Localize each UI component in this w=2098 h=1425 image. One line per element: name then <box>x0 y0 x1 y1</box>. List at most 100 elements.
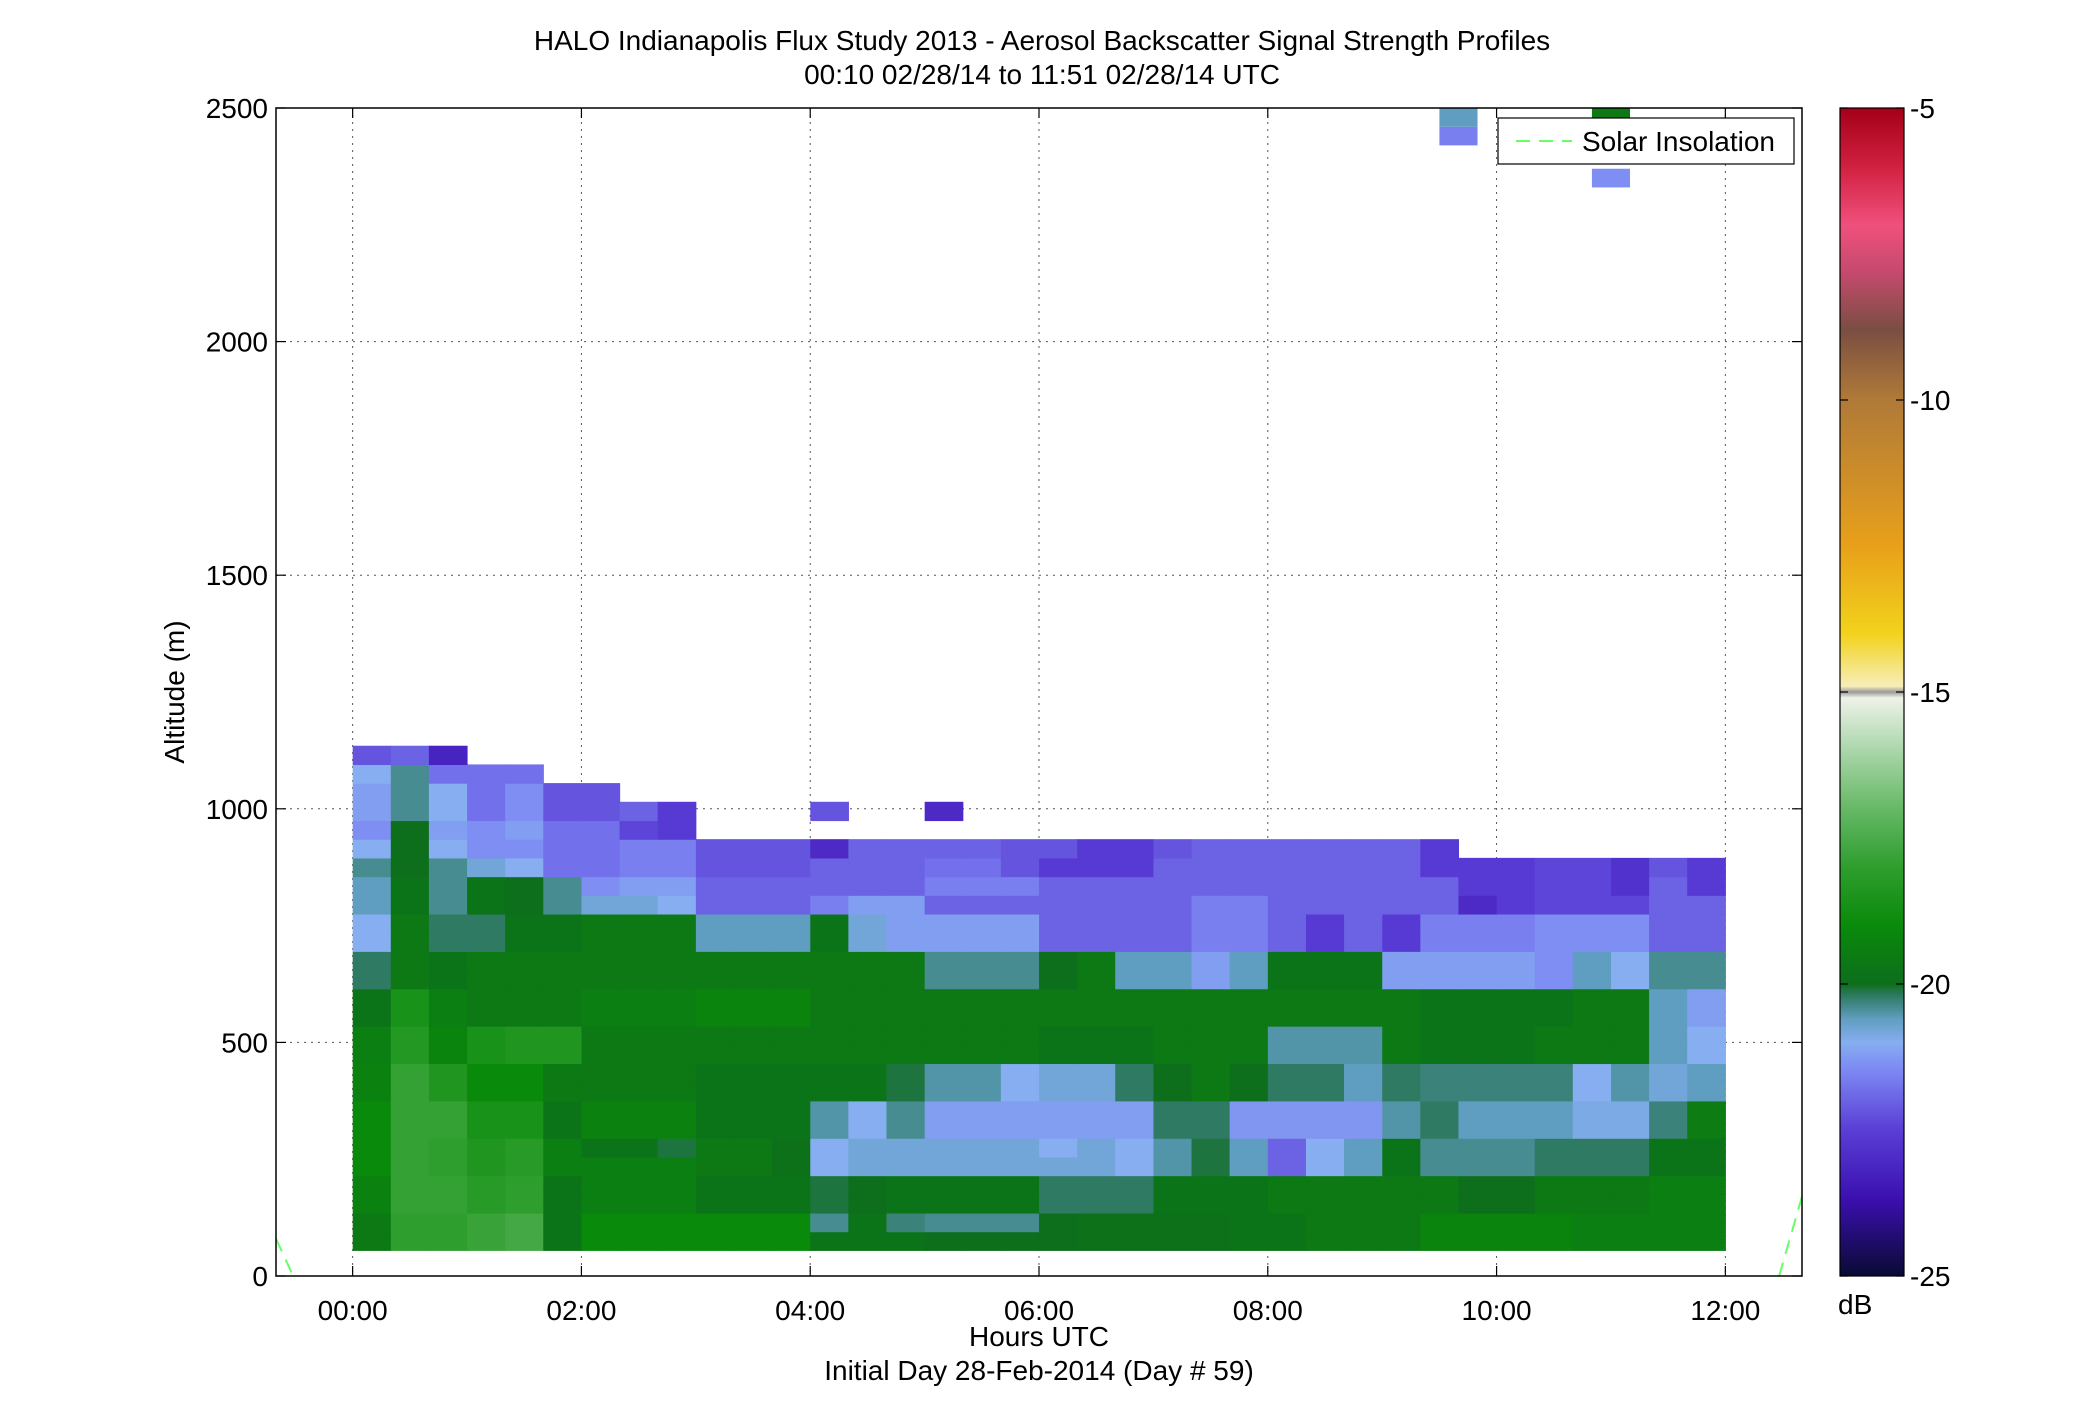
heatmap-cell <box>581 1100 621 1121</box>
heatmap-cell <box>733 1007 773 1027</box>
heatmap-cell <box>581 1119 621 1139</box>
heatmap-cell <box>619 1119 659 1139</box>
heatmap-cell <box>886 895 926 915</box>
heatmap-cell <box>467 1026 506 1046</box>
heatmap-cell <box>810 1212 849 1233</box>
heatmap-cell <box>1115 1212 1154 1233</box>
heatmap-cell <box>695 1100 735 1121</box>
heatmap-cell <box>352 820 392 840</box>
heatmap-cell <box>1572 1100 1612 1121</box>
heatmap-cell <box>352 1194 392 1214</box>
heatmap-cell <box>1649 1156 1688 1177</box>
heatmap-cell <box>1305 1026 1345 1046</box>
heatmap-cells <box>352 108 1726 1251</box>
y-tick-label: 0 <box>252 1261 268 1292</box>
heatmap-cell <box>1687 1044 1726 1065</box>
heatmap-cell <box>772 857 811 878</box>
heatmap-cell <box>810 1231 849 1251</box>
heatmap-cell <box>1153 969 1193 990</box>
heatmap-cell <box>1572 932 1612 952</box>
heatmap-cell <box>1687 857 1726 878</box>
heatmap-cell <box>848 1007 888 1027</box>
heatmap-cell <box>772 1063 811 1083</box>
heatmap-cell <box>619 1138 659 1158</box>
heatmap-cell <box>352 1082 392 1102</box>
heatmap-cell <box>1572 1156 1612 1177</box>
heatmap-cell <box>1496 1194 1536 1214</box>
heatmap-cell <box>1153 1231 1193 1251</box>
heatmap-cell <box>390 1212 430 1233</box>
heatmap-cell <box>1191 1212 1231 1233</box>
heatmap-cell <box>619 1082 659 1102</box>
heatmap-cell <box>1572 969 1612 990</box>
heatmap-cell <box>924 801 964 822</box>
heatmap-cell <box>886 1100 926 1121</box>
heatmap-cell <box>428 969 468 990</box>
heatmap-cell <box>1572 1026 1612 1046</box>
heatmap-cell <box>1534 1007 1574 1027</box>
heatmap-cell <box>772 1194 811 1214</box>
heatmap-cell <box>619 1026 659 1046</box>
heatmap-cell <box>505 1044 544 1065</box>
heatmap-cell <box>1344 1138 1383 1158</box>
heatmap-cell <box>467 1138 506 1158</box>
heatmap-cell <box>733 1231 773 1251</box>
heatmap-cell <box>1611 1026 1650 1046</box>
heatmap-cell <box>619 988 659 1008</box>
heatmap-cell <box>695 1044 735 1065</box>
heatmap-cell <box>1000 839 1040 859</box>
heatmap-cell <box>1077 1063 1116 1083</box>
heatmap-cell <box>1153 1138 1193 1158</box>
heatmap-cell <box>505 988 544 1008</box>
heatmap-cell <box>1153 932 1193 952</box>
heatmap-cell <box>1572 857 1612 878</box>
heatmap-cell <box>1572 895 1612 915</box>
heatmap-cell <box>1496 1175 1536 1195</box>
heatmap-cell <box>810 801 849 822</box>
heatmap-cell <box>505 969 544 990</box>
heatmap-cell <box>505 783 544 803</box>
heatmap-cell <box>1458 1212 1498 1233</box>
heatmap-cell <box>1382 1007 1421 1027</box>
heatmap-cell <box>1039 1194 1078 1214</box>
x-tick-label: 00:00 <box>318 1295 388 1326</box>
heatmap-cell <box>1267 1007 1307 1027</box>
heatmap-cell <box>962 1063 1002 1083</box>
heatmap-cell <box>543 1175 582 1195</box>
heatmap-cell <box>962 1119 1002 1139</box>
heatmap-cell <box>1000 951 1040 971</box>
heatmap-cell <box>428 895 468 915</box>
heatmap-cell <box>810 1194 849 1214</box>
heatmap-cell <box>1534 1100 1574 1121</box>
heatmap-cell <box>390 1119 430 1139</box>
heatmap-cell <box>619 801 659 822</box>
x-tick-label: 12:00 <box>1690 1295 1760 1326</box>
heatmap-cell <box>1000 1026 1040 1046</box>
heatmap-cell <box>581 783 621 803</box>
heatmap-cell <box>1458 857 1498 878</box>
heatmap-cell <box>962 932 1002 952</box>
heatmap-cell <box>505 820 544 840</box>
heatmap-cell <box>1458 1138 1498 1158</box>
heatmap-cell <box>390 1082 430 1102</box>
heatmap-cell <box>1229 1044 1269 1065</box>
heatmap-cell <box>1382 1063 1421 1083</box>
heatmap-cell <box>1687 1100 1726 1121</box>
heatmap-cell <box>1687 1138 1726 1158</box>
heatmap-cell <box>1191 1026 1231 1046</box>
heatmap-cell <box>1305 1156 1345 1177</box>
heatmap-cell <box>1534 876 1574 896</box>
heatmap-cell <box>1382 913 1421 934</box>
heatmap-cell <box>962 1194 1002 1214</box>
heatmap-cell <box>657 1175 697 1195</box>
heatmap-cell <box>619 1194 659 1214</box>
heatmap-cell <box>848 1138 888 1158</box>
colorbar-tick-label: -10 <box>1910 385 1950 416</box>
heatmap-cell <box>810 969 849 990</box>
heatmap-cell <box>1229 1212 1269 1233</box>
heatmap-cell <box>543 951 582 971</box>
heatmap-cell <box>543 1100 582 1121</box>
heatmap-cell <box>1611 857 1650 878</box>
heatmap-cell <box>1267 1175 1307 1195</box>
heatmap-cell <box>619 932 659 952</box>
